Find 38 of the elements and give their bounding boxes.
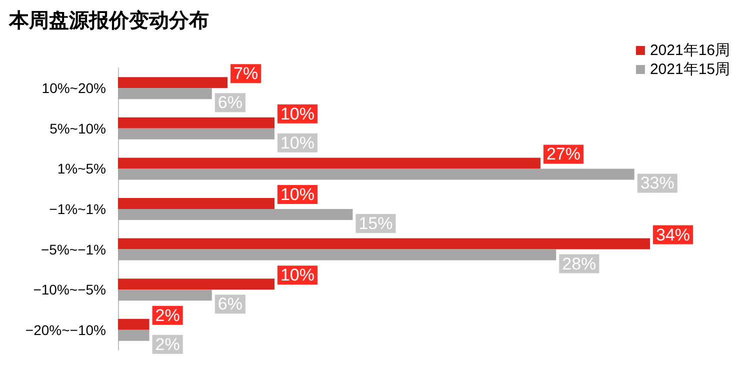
bar: [118, 77, 228, 88]
bar: [118, 318, 150, 330]
legend-label: 2021年15周: [650, 61, 730, 78]
bar: [118, 330, 150, 341]
data-label: 7%: [234, 64, 258, 84]
bar: [118, 198, 274, 209]
data-label: 10%: [280, 185, 314, 204]
bar: [118, 128, 274, 140]
y-tick-label: 5%~10%: [50, 120, 106, 136]
bar: [118, 249, 556, 260]
y-tick-label: −1%~1%: [49, 201, 106, 217]
bar: [118, 238, 650, 250]
y-tick-label: 1%~5%: [57, 160, 106, 177]
bar: [118, 209, 353, 220]
data-label: 10%: [280, 266, 314, 285]
bar: [118, 158, 540, 169]
bar: [118, 278, 274, 290]
y-tick-label: −10%~−5%: [33, 282, 106, 298]
bar: [118, 290, 212, 301]
data-label: 28%: [562, 254, 596, 274]
data-label: 10%: [280, 133, 314, 152]
legend-label: 2021年16周: [650, 42, 730, 59]
y-tick-label: 10%~20%: [42, 80, 106, 96]
data-label: 6%: [218, 93, 242, 112]
y-tick-label: −20%~−10%: [25, 322, 106, 338]
data-label: 10%: [280, 104, 314, 124]
data-label: 34%: [656, 225, 690, 244]
data-label: 27%: [546, 144, 580, 164]
chart-title: 本周盘源报价变动分布: [8, 9, 209, 32]
data-label: 6%: [218, 294, 242, 314]
data-label: 15%: [358, 214, 393, 233]
bar: [118, 168, 634, 180]
y-tick-label: −5%~−1%: [41, 241, 106, 258]
data-label: 2%: [155, 306, 180, 325]
bar: [118, 117, 274, 128]
data-label: 2%: [155, 334, 180, 354]
data-label: 33%: [640, 174, 674, 193]
bar: [118, 88, 212, 100]
